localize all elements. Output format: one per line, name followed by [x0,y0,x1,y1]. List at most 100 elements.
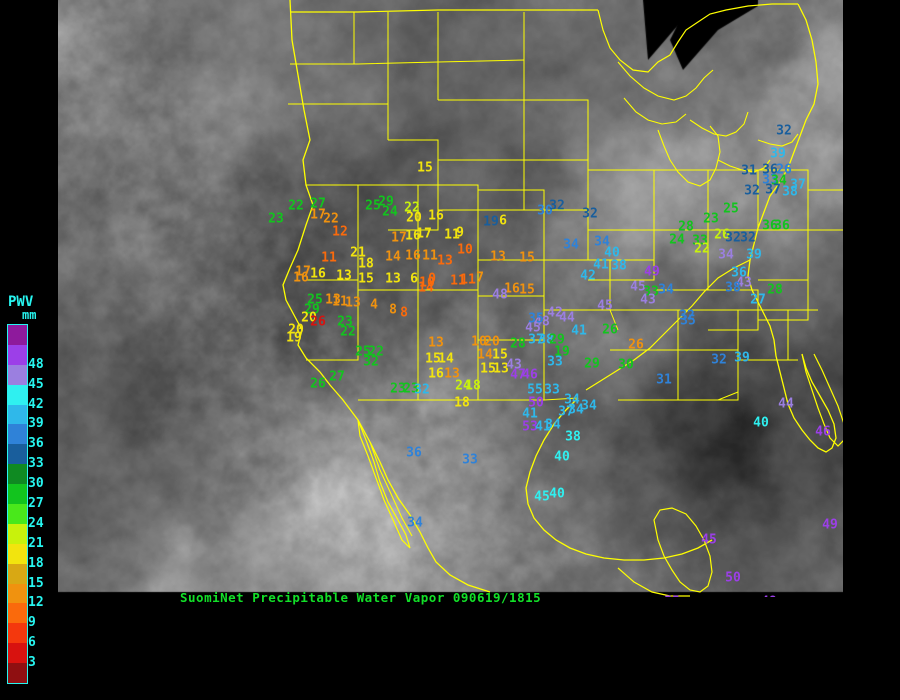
pwv-value-label: 40 [549,486,565,502]
pwv-value-label: 14 [385,249,401,265]
pwv-value-label: 43 [640,292,656,308]
florida-peninsula [801,353,843,447]
pwv-value-label: 49 [644,264,660,280]
pwv-value-label: 22 [694,241,710,257]
pwv-value-label: 34 [564,392,580,408]
border-pa-north [758,169,809,230]
pwv-value-label: 16 [405,248,421,264]
pwv-value-label: 29 [304,302,320,318]
pwv-value-label: 13 [444,366,460,382]
pwv-value-label: 16 [428,366,444,382]
lake-superior-north [617,61,714,101]
pwv-value-label: 29 [584,356,600,372]
coastline-atlantic [747,3,837,453]
pwv-value-label: 36 [762,218,778,234]
pwv-value-label: 11 [450,273,466,289]
pwv-value-label: 30 [618,357,634,373]
pwv-value-label: 20 [288,322,304,338]
pwv-value-label: 34 [545,417,561,433]
pwv-value-label: 16 [428,208,444,224]
pwv-value-label: 49 [761,596,777,598]
pwv-value-label: 41 [571,323,587,339]
border-mn-ia [524,99,589,170]
pwv-value-label: 31 [741,163,757,179]
pwv-value-label: 12 [332,224,348,240]
colorbar-swatch-2 [8,623,27,644]
pwv-value-label: 6 [499,213,507,229]
pwv-value-label: 44 [559,310,575,326]
colorbar-swatch-15 [8,364,27,385]
border-us-canada-west [290,9,598,13]
colorbar-tick-18: 18 [28,555,44,571]
pwv-value-label: 20 [406,210,422,226]
pwv-value-label: 45 [534,489,550,505]
pwv-value-label: 34 [407,515,423,531]
border-wy [388,139,439,231]
border-oh [708,169,759,231]
pwv-value-label: 11 [460,272,476,288]
pwv-value-label: 17 [310,207,326,223]
border-az-nm [358,289,419,401]
pwv-value-label: 27 [310,196,326,212]
pwv-value-label: 50 [725,570,741,586]
pwv-value-label: 26 [602,322,618,338]
pwv-value-label: 33 [762,172,778,188]
colorbar-swatch-6 [8,543,27,564]
colorbar-tick-45: 45 [28,376,44,392]
pwv-value-label: 13 [428,335,444,351]
pwv-value-label: 15 [519,250,535,266]
pwv-value-label: 18 [465,378,481,394]
canada-border-lakes [597,3,798,73]
pwv-value-label: 13 [325,292,341,308]
pwv-value-label: 26 [776,162,792,178]
colorbar-tick-27: 27 [28,496,44,511]
coastline-gulf-mexico [525,397,713,561]
pwv-value-label: 38 [565,429,581,445]
pwv-value-label: 8 [389,302,397,318]
pwv-value-label: 42 [547,305,563,321]
pwv-value-label: 23 [268,211,284,227]
pwv-value-label: 26 [310,376,326,392]
pwv-value-label: 16 [405,228,421,244]
pwv-value-label: 24 [669,232,685,248]
pwv-value-label: 7 [476,270,484,286]
pwv-value-label: 10 [457,242,473,258]
lake-michigan [657,125,721,187]
colorbar-tick-33: 33 [28,456,44,472]
pwv-value-label: 25 [307,292,323,308]
pwv-value-label: 15 [425,351,441,367]
colorbar-unit-label: mm [22,308,37,322]
colorbar-swatch-7 [8,523,27,544]
map-borders-overlay [282,0,843,597]
pwv-value-label: 27 [750,292,766,308]
gulf-coast-east [585,259,751,391]
pwv-value-label: 32 [549,198,565,214]
pwv-value-label: 39 [746,247,762,263]
border-va-md [758,279,809,321]
pwv-value-label: 13 [493,361,509,377]
border-fl-panhandle [678,391,739,401]
pwv-value-label: 41 [593,257,609,273]
pwv-value-label: 20 [301,310,317,326]
pwv-value-label: 45 [701,532,717,548]
pwv-value-label: 14 [418,280,434,296]
pwv-value-label: 22 [323,211,339,227]
pwv-value-label: 25 [723,201,739,217]
pwv-value-label: 34 [771,173,787,189]
border-la-ms [610,349,679,401]
pwv-value-label: 28 [678,219,694,235]
pwv-value-label: 11 [332,294,348,310]
pwv-value-label: 43 [506,357,522,373]
colorbar-swatch-8 [8,503,27,524]
pwv-value-label: 4 [370,297,378,313]
pwv-value-label: 6 [410,271,418,287]
pwv-value-label: 15 [417,160,433,176]
pwv-value-label: 36 [406,445,422,461]
colorbar-swatch-12 [8,424,27,445]
border-co [478,189,545,297]
pwv-value-label: 11 [321,250,337,266]
colorbar-swatch-11 [8,444,27,465]
pwv-value-label: 13 [385,271,401,287]
pwv-value-label: 18 [454,395,470,411]
